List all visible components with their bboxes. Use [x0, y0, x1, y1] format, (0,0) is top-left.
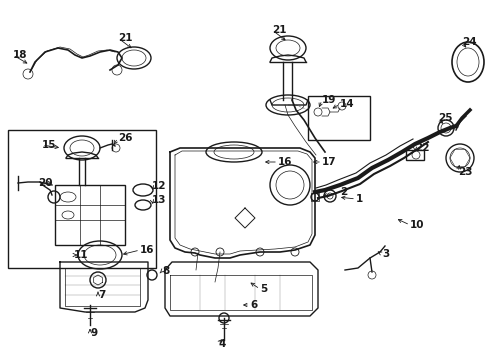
Text: 5: 5 — [260, 284, 267, 294]
Bar — [308, 96, 370, 140]
Text: 14: 14 — [340, 99, 355, 109]
Text: 17: 17 — [322, 157, 337, 167]
Text: 12: 12 — [152, 181, 167, 191]
Text: 10: 10 — [410, 220, 424, 230]
Text: 19: 19 — [322, 95, 336, 105]
Text: 2: 2 — [340, 187, 347, 197]
Text: 16: 16 — [278, 157, 293, 167]
Text: 11: 11 — [74, 250, 89, 260]
Text: 20: 20 — [38, 178, 52, 188]
Text: 9: 9 — [90, 328, 97, 338]
Text: 24: 24 — [462, 37, 477, 47]
Text: 23: 23 — [458, 167, 472, 177]
Text: 21: 21 — [272, 25, 287, 35]
Text: 25: 25 — [438, 113, 452, 123]
Text: 18: 18 — [13, 50, 27, 60]
Bar — [8, 130, 156, 268]
Text: 4: 4 — [218, 339, 225, 349]
Text: 1: 1 — [356, 194, 363, 204]
Bar — [406, 150, 424, 160]
Text: 3: 3 — [382, 249, 389, 259]
Text: 13: 13 — [152, 195, 167, 205]
Text: 8: 8 — [162, 266, 169, 276]
Text: 26: 26 — [118, 133, 132, 143]
Text: 7: 7 — [98, 290, 105, 300]
Text: 6: 6 — [250, 300, 257, 310]
Text: 16: 16 — [140, 245, 154, 255]
Text: 21: 21 — [118, 33, 132, 43]
Text: 22: 22 — [415, 143, 430, 153]
Bar — [311, 193, 319, 201]
Bar — [55, 185, 125, 245]
Text: 15: 15 — [42, 140, 56, 150]
